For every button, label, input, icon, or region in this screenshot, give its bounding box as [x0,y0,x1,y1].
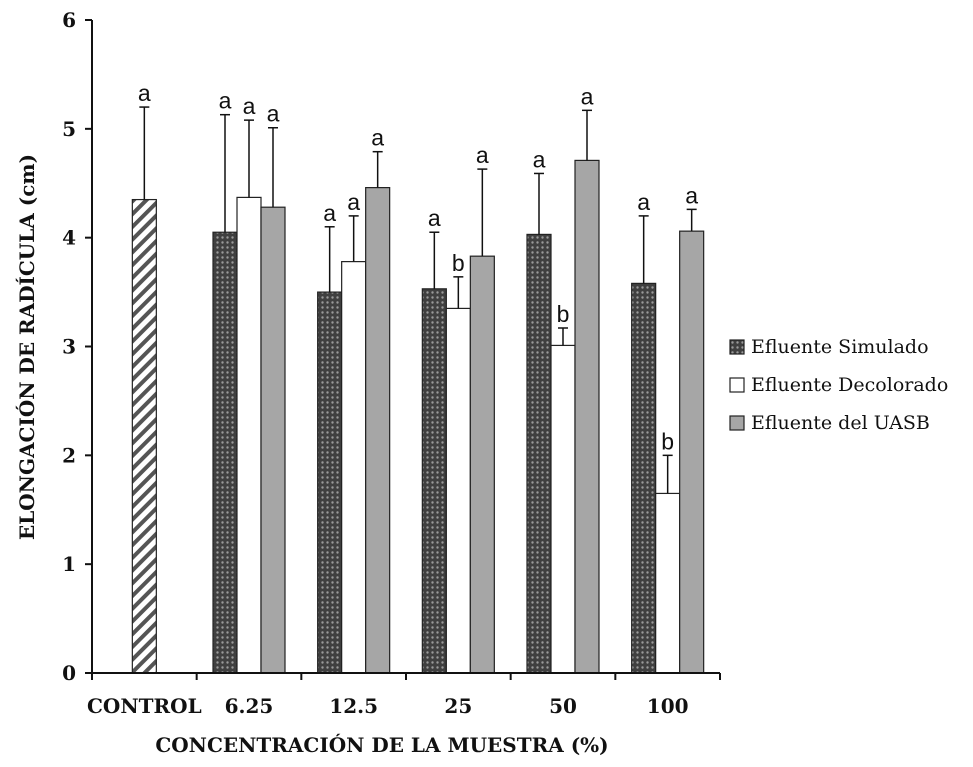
significance-letter: a [637,189,650,215]
bar-decolorado [236,196,262,674]
x-tick-label: 12.5 [329,694,378,718]
legend-label-simulado: Efluente Simulado [751,336,929,358]
legend-swatch-decolorado [729,377,745,393]
bar-simulado [631,282,657,674]
significance-letter: a [476,142,489,168]
y-axis-title: ELONGACIÓN DE RADÍCULA (cm) [14,154,39,540]
legend-swatch-simulado [729,339,745,355]
bar-simulado [526,233,552,674]
significance-letter: b [557,301,570,327]
legend-label-uasb: Efluente del UASB [751,412,930,434]
bar-simulado [421,288,447,674]
y-tick-label: 6 [62,8,76,32]
bar-simulado [317,291,343,674]
y-tick-label: 2 [62,443,76,467]
bar-decolorado [655,492,681,674]
y-tick-label: 5 [62,117,76,141]
significance-letter: b [452,250,465,276]
y-tick-label: 0 [62,661,76,685]
significance-letter: a [243,93,256,119]
bar-decolorado [341,261,367,674]
significance-letter: a [347,189,360,215]
legend-swatch-uasb [729,415,745,431]
significance-letter: a [428,205,441,231]
x-tick-label: 100 [647,694,689,718]
bar-uasb [679,230,705,674]
y-tick-label: 3 [62,335,76,359]
bar-uasb [365,187,391,674]
x-tick-label: 25 [444,694,472,718]
legend-label-decolorado: Efluente Decolorado [751,374,948,396]
x-axis-title: CONCENTRACIÓN DE LA MUESTRA (%) [155,732,608,757]
significance-letter: a [219,88,232,114]
x-tick-label: CONTROL [87,694,202,718]
bar-uasb [574,159,600,674]
significance-letter: a [533,146,546,172]
significance-letter: a [371,125,384,151]
significance-letter: a [685,182,698,208]
significance-letter: a [267,101,280,127]
significance-letter: a [138,80,151,106]
bar-control [131,198,157,674]
x-tick-label: 50 [549,694,577,718]
y-tick-label: 4 [62,226,76,250]
significance-letter: a [323,200,336,226]
bar-decolorado [550,344,576,674]
legend: Efluente Simulado Efluente Decolorado Eflu… [729,336,948,434]
x-tick-label: 6.25 [225,694,274,718]
significance-letter: b [661,428,674,454]
y-tick-label: 1 [62,552,76,576]
significance-letter: a [581,83,594,109]
bar-simulado [212,231,238,674]
bar-uasb [469,255,495,674]
bar-uasb [260,206,286,674]
bar-decolorado [445,307,471,674]
